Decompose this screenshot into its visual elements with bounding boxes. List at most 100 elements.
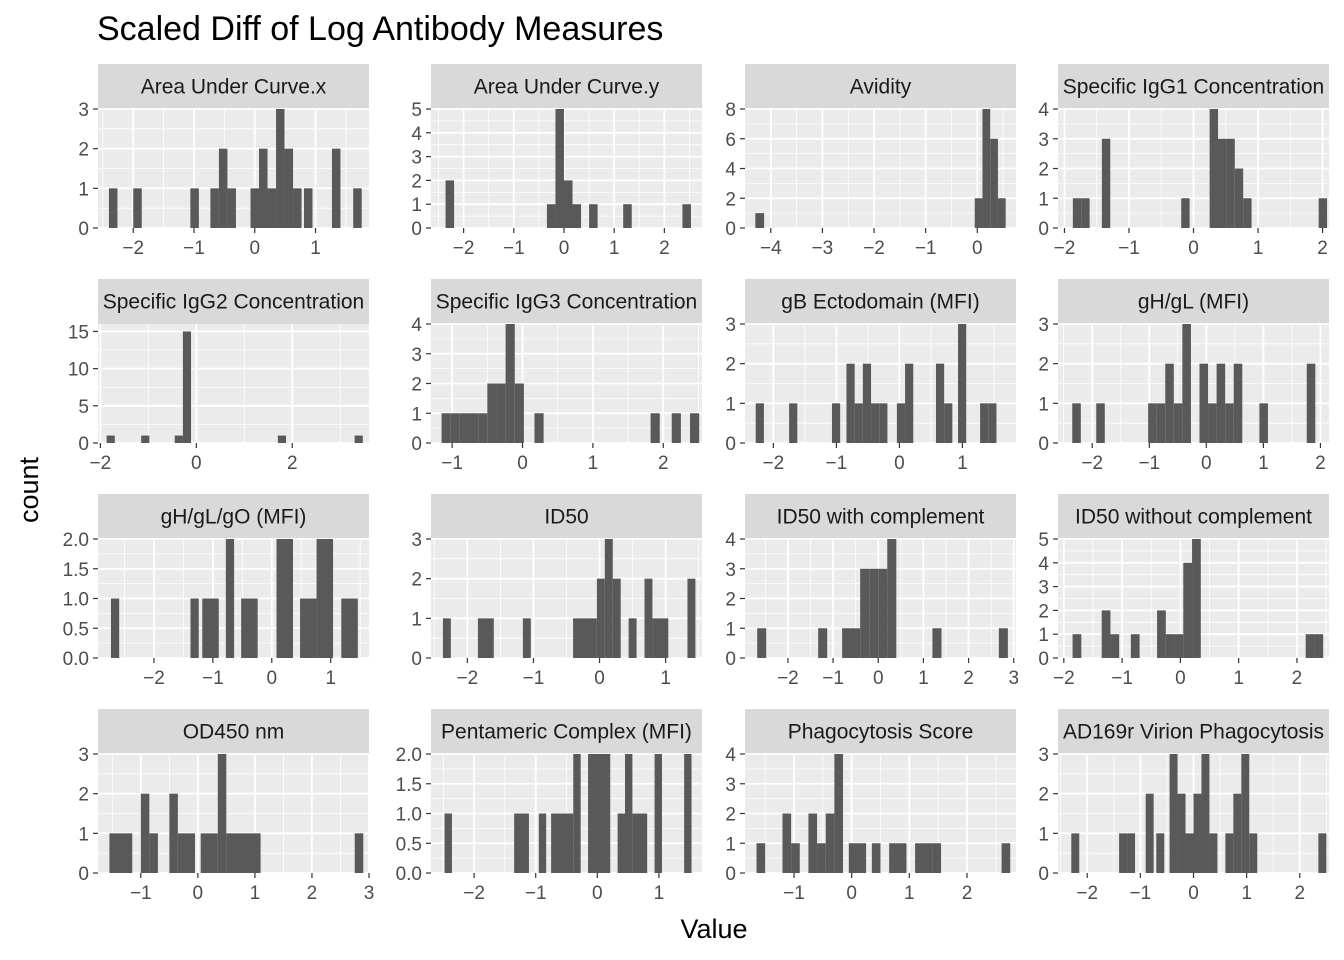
histogram-bar (200, 833, 218, 873)
facet-panel: gB Ectodomain (MFI) 0 1 2 3 −2 −1 0 1 (725, 279, 1016, 474)
histogram-bar (353, 188, 362, 228)
y-tick-label: 3 (78, 745, 89, 766)
y-tick-label: 3 (1038, 578, 1049, 599)
histogram-bar (169, 793, 178, 873)
y-tick-label: 2 (725, 189, 736, 210)
y-tick-label: 0.5 (63, 619, 89, 640)
histogram-bar (818, 628, 828, 658)
histogram-bar (682, 204, 691, 228)
x-tick-label: 0 (249, 238, 260, 259)
histogram-bar (617, 813, 626, 873)
x-tick-label: −4 (760, 238, 782, 259)
x-tick-label: 0 (594, 668, 605, 689)
histogram-bar (1119, 833, 1128, 873)
histogram-bar (1249, 833, 1258, 873)
facet-strip (1058, 64, 1329, 109)
histogram-bar (1318, 833, 1327, 873)
histogram-bar (108, 188, 118, 228)
histogram-bar (915, 843, 933, 873)
histogram-bar (757, 628, 767, 658)
histogram-bar (354, 833, 364, 873)
histogram-bar (293, 188, 302, 228)
y-tick-label: 2 (1038, 601, 1049, 622)
histogram-bar (628, 618, 637, 658)
x-tick-label: 0 (1175, 668, 1186, 689)
histogram-bar (878, 568, 888, 658)
histogram-bar (573, 618, 597, 658)
facet-strip (745, 494, 1016, 539)
facet-strip-label: Pentameric Complex (MFI) (441, 721, 692, 744)
histogram-bar (441, 413, 451, 443)
facet-strip-label: Specific IgG3 Concentration (436, 291, 697, 314)
y-tick-label: 2 (725, 590, 736, 611)
facet-panel: gH/gL (MFI) 0 1 2 3 −2 −1 0 1 2 (1038, 279, 1329, 474)
y-tick-label: 0 (725, 649, 736, 670)
y-tick-label: 2.0 (396, 745, 422, 766)
histogram-bar (652, 618, 669, 658)
x-tick-label: −1 (822, 668, 844, 689)
histogram-bar (887, 539, 897, 658)
facet-strip-label: gB Ectodomain (MFI) (781, 291, 979, 314)
x-tick-label: −2 (1076, 883, 1098, 904)
x-tick-label: −1 (130, 883, 152, 904)
y-tick-label: 3 (1038, 745, 1049, 766)
histogram-bar (650, 413, 660, 443)
x-tick-label: 0 (517, 453, 528, 474)
histogram-bar (625, 754, 633, 873)
y-tick-label: 2 (411, 375, 422, 396)
facet-panel: ID50 0 1 2 3 −2 −1 0 1 (411, 494, 702, 689)
facet-strip-label: gH/gL (MFI) (1138, 291, 1249, 314)
x-tick-label: 2 (658, 453, 669, 474)
x-tick-label: −2 (1081, 453, 1103, 474)
histogram-bar (1318, 198, 1328, 228)
y-tick-label: 0 (1038, 434, 1049, 455)
y-tick-label: 3 (411, 148, 422, 169)
facet-panel: ID50 with complement 0 1 2 3 4 −2 −1 0 1 2 3 (725, 494, 1019, 689)
y-tick-label: 3 (411, 530, 422, 551)
histogram-bar (842, 628, 861, 658)
y-tick-label: 0 (78, 864, 89, 885)
histogram-bar (782, 813, 792, 873)
histogram-bar (869, 568, 879, 658)
histogram-bar (1216, 363, 1226, 443)
histogram-bar (477, 618, 494, 658)
y-tick-label: 0 (78, 434, 89, 455)
facet-strip (98, 494, 369, 539)
histogram-bar (671, 413, 681, 443)
histogram-bar (612, 578, 621, 658)
histogram-bar (990, 138, 998, 228)
facet-strip (431, 64, 702, 109)
y-tick-label: 4 (725, 530, 736, 551)
chart-title: Scaled Diff of Log Antibody Measures (97, 10, 663, 48)
histogram-bar (1156, 403, 1166, 443)
histogram-bar (825, 813, 835, 873)
histogram-bar (596, 578, 605, 658)
histogram-bar (690, 413, 700, 443)
x-tick-label: 0 (559, 238, 570, 259)
histogram-bar (871, 843, 881, 873)
histogram-bar (1110, 634, 1120, 658)
histogram-bar (974, 198, 983, 228)
facet-strip (431, 494, 702, 539)
x-tick-label: 3 (364, 883, 375, 904)
histogram-bar (1169, 754, 1178, 873)
y-tick-label: 3 (1038, 315, 1049, 336)
histogram-bar (862, 363, 872, 443)
histogram-bar (514, 383, 524, 443)
histogram-bar (1314, 634, 1324, 658)
facet-strip (745, 709, 1016, 754)
x-tick-label: −1 (1111, 668, 1133, 689)
histogram-bar (808, 813, 818, 873)
y-tick-label: 2 (1038, 785, 1049, 806)
facet-strip (745, 64, 1016, 109)
histogram-bar (551, 813, 574, 873)
histogram-bar (316, 539, 334, 658)
x-tick-label: 0 (873, 668, 884, 689)
histogram-bar (276, 109, 285, 228)
histogram-bar (791, 843, 800, 873)
x-tick-label: 1 (250, 883, 261, 904)
histogram-bar (687, 578, 696, 658)
